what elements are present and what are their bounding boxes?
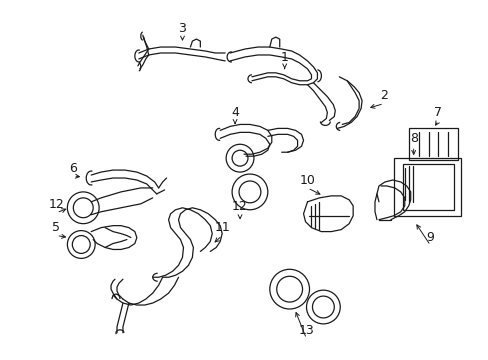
Text: 12: 12 — [48, 198, 64, 211]
Text: 2: 2 — [379, 89, 387, 102]
Text: 13: 13 — [298, 324, 314, 337]
Text: 10: 10 — [299, 174, 315, 186]
Text: 4: 4 — [231, 106, 239, 119]
Text: 6: 6 — [69, 162, 77, 175]
Text: 5: 5 — [52, 221, 61, 234]
Text: 8: 8 — [409, 132, 417, 145]
Text: 9: 9 — [426, 231, 434, 244]
Text: 7: 7 — [434, 106, 442, 119]
Text: 3: 3 — [178, 22, 186, 35]
Text: 11: 11 — [214, 221, 229, 234]
Text: 12: 12 — [232, 200, 247, 213]
Text: 1: 1 — [280, 51, 288, 64]
